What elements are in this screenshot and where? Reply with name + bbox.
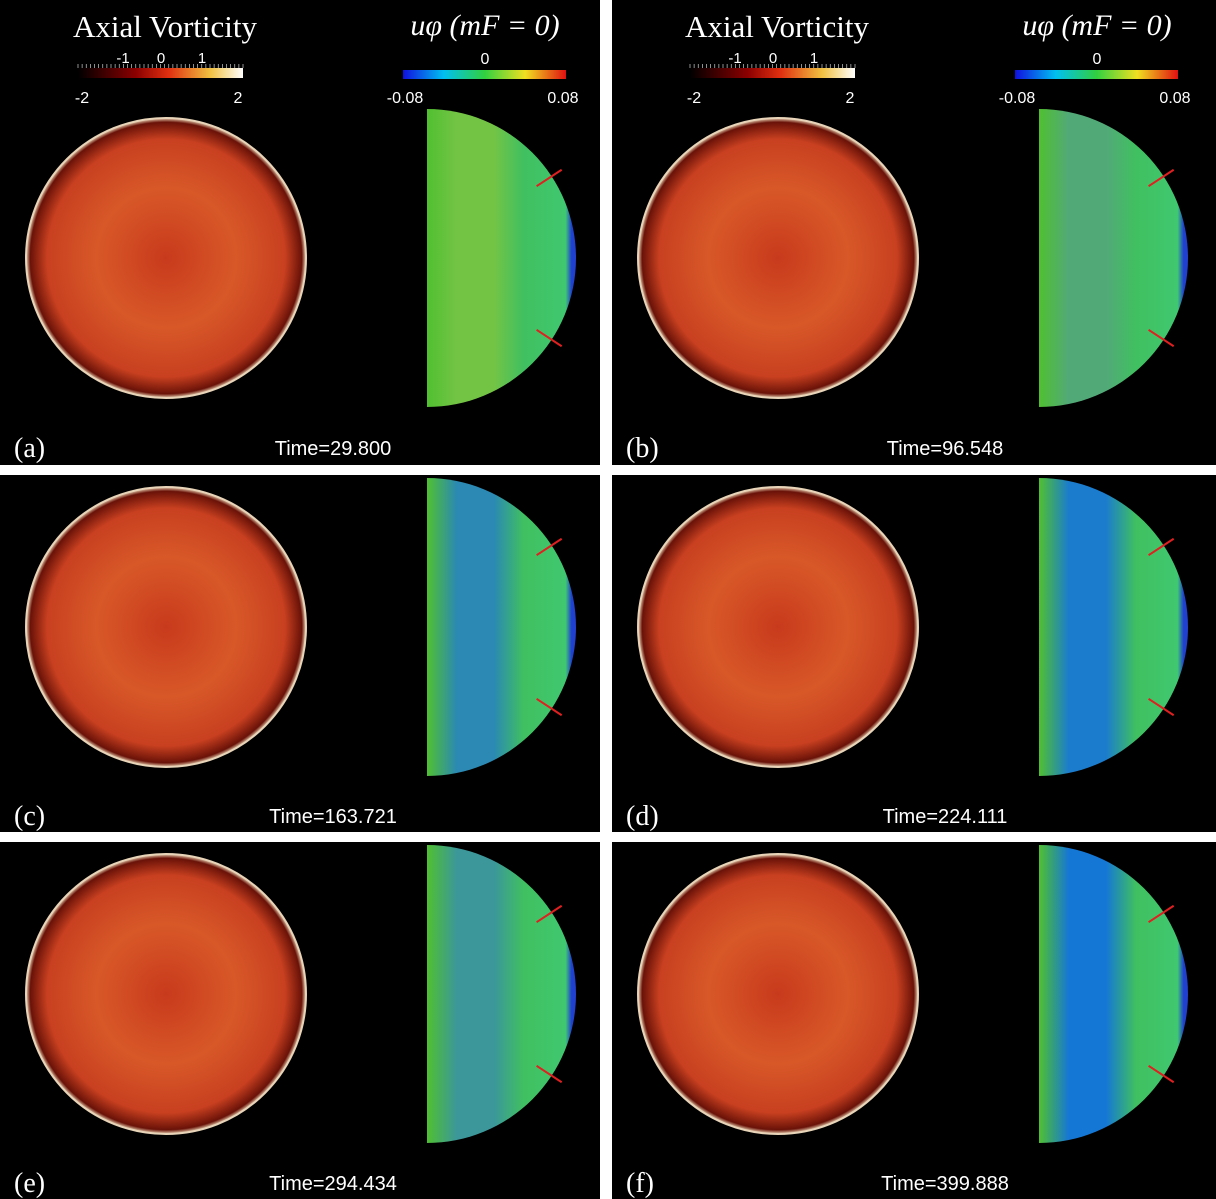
vorticity-tick-label: 0	[769, 50, 777, 67]
panel: (b) Time=96.548 Axial Vorticity -1 0 1 -2 2 uφ (…	[612, 0, 1216, 465]
probe-marker	[536, 697, 563, 717]
disk-rim	[637, 486, 919, 768]
probe-marker	[1148, 1064, 1175, 1084]
velocity-colorbar	[1015, 70, 1178, 79]
disk-rim	[25, 853, 307, 1135]
vorticity-tick-label: 1	[198, 50, 206, 67]
vorticity-end-label: -2	[687, 90, 701, 107]
probe-marker	[1148, 168, 1175, 188]
probe-marker	[1148, 328, 1175, 348]
time-label: Time=163.721	[269, 806, 397, 828]
velocity-half-disk	[1039, 478, 1188, 776]
disk-rim	[25, 486, 307, 768]
vorticity-disk	[638, 118, 918, 398]
panel-label: (e)	[14, 1168, 45, 1199]
disk-rim	[637, 117, 919, 399]
disk-rim	[637, 853, 919, 1135]
probe-marker	[536, 537, 563, 557]
velocity-title: uφ (mF = 0)	[1022, 9, 1171, 42]
vorticity-tick-label: -1	[116, 50, 129, 67]
velocity-half-disk	[427, 109, 576, 407]
vorticity-tick-label: 0	[157, 50, 165, 67]
vorticity-title: Axial Vorticity	[73, 9, 257, 44]
time-label: Time=29.800	[275, 438, 392, 460]
panel-label: (f)	[626, 1168, 654, 1199]
panel: (d) Time=224.111	[612, 475, 1216, 832]
panel-label: (c)	[14, 801, 45, 832]
vorticity-colorbar	[690, 68, 855, 78]
panel: (f) Time=399.888	[612, 842, 1216, 1199]
velocity-tick-label: -0.08	[999, 90, 1036, 107]
probe-marker	[1148, 537, 1175, 557]
vorticity-end-label: 2	[846, 90, 855, 107]
panel-label: (a)	[14, 433, 45, 464]
velocity-tick-label: 0	[481, 51, 490, 68]
panel-label: (b)	[626, 433, 659, 464]
panel-label: (d)	[626, 801, 659, 832]
disk-rim	[25, 117, 307, 399]
vorticity-colorbar	[78, 68, 243, 78]
probe-marker	[536, 168, 563, 188]
time-label: Time=294.434	[269, 1173, 397, 1195]
probe-marker	[536, 904, 563, 924]
velocity-tick-label: -0.08	[387, 90, 424, 107]
probe-marker	[536, 1064, 563, 1084]
velocity-tick-label: 0.08	[1159, 90, 1190, 107]
time-label: Time=96.548	[887, 438, 1004, 460]
panel: (e) Time=294.434	[0, 842, 600, 1199]
vorticity-end-label: -2	[75, 90, 89, 107]
velocity-half-disk	[427, 845, 576, 1143]
probe-marker	[536, 328, 563, 348]
time-label: Time=399.888	[881, 1173, 1009, 1195]
vorticity-end-label: 2	[234, 90, 243, 107]
velocity-tick-label: 0	[1093, 51, 1102, 68]
probe-marker	[1148, 904, 1175, 924]
vorticity-disk	[638, 854, 918, 1134]
vorticity-tick-label: -1	[728, 50, 741, 67]
panel: (c) Time=163.721	[0, 475, 600, 832]
vorticity-tick-label: 1	[810, 50, 818, 67]
velocity-half-disk	[1039, 845, 1188, 1143]
vorticity-disk	[26, 487, 306, 767]
velocity-colorbar	[403, 70, 566, 79]
velocity-half-disk	[1039, 109, 1188, 407]
velocity-half-disk	[427, 478, 576, 776]
vorticity-disk	[26, 118, 306, 398]
vorticity-disk	[26, 854, 306, 1134]
vorticity-title: Axial Vorticity	[685, 9, 869, 44]
panel: (a) Time=29.800 Axial Vorticity -1 0 1 -2 2 uφ (…	[0, 0, 600, 465]
probe-marker	[1148, 697, 1175, 717]
time-label: Time=224.111	[883, 806, 1008, 828]
vorticity-disk	[638, 487, 918, 767]
velocity-tick-label: 0.08	[547, 90, 578, 107]
velocity-title: uφ (mF = 0)	[410, 9, 559, 42]
